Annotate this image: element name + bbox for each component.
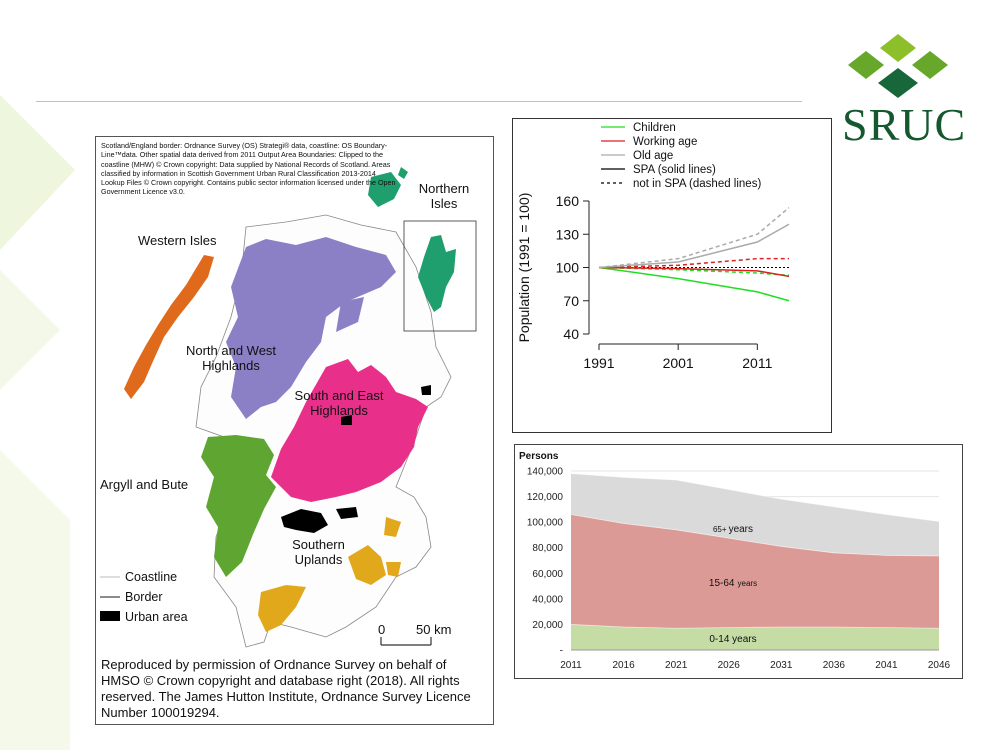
label-western-isles: Western Isles — [138, 233, 217, 248]
region-south-east-highlands — [271, 359, 428, 502]
header-divider — [36, 101, 802, 102]
line-chart-svg: Children Working age Old age SPA (solid lin… — [516, 122, 790, 371]
label-0-14-years: 0-14 years — [709, 634, 756, 645]
area-edge-0 — [570, 624, 940, 629]
y-tick-label-2: 100 — [556, 260, 580, 276]
legend-label-2: Old age — [633, 150, 673, 162]
logo-diamonds-icon — [848, 34, 948, 98]
northern-isles-inset — [403, 220, 477, 332]
x-tick-label-0: 1991 — [583, 355, 614, 371]
label-argyll-bute: Argyll and Bute — [100, 477, 189, 492]
x-tick-label-5: 2036 — [823, 660, 846, 671]
label-north-west-highlands: North and West Highlands — [185, 343, 277, 373]
region-western-isles — [124, 255, 214, 399]
y-tick-label-1: 70 — [563, 293, 579, 309]
map-legend: Coastline Border Urban area — [100, 567, 188, 627]
area-0 — [571, 624, 939, 650]
region-northern-isles — [418, 235, 456, 312]
legend-urban-area: Urban area — [125, 610, 188, 624]
y-tick-label-6: 120,000 — [527, 492, 564, 503]
urban-areas — [281, 509, 328, 533]
area-chart-title: Persons — [519, 451, 559, 462]
y-tick-label-5: 100,000 — [527, 518, 564, 529]
x-tick-label-6: 2041 — [875, 660, 898, 671]
y-tick-label-3: 130 — [556, 226, 580, 242]
legend-coastline: Coastline — [125, 570, 178, 584]
map-drawing — [100, 167, 477, 648]
population-projection-chart: Persons - 20,000 40,000 60,000 80,000 100,000 1… — [514, 444, 963, 679]
y-tick-label-0: 40 — [563, 326, 579, 342]
x-tick-label-2: 2011 — [742, 355, 772, 371]
series-line-2 — [598, 266, 790, 278]
y-tick-label-2: 40,000 — [532, 594, 563, 605]
area-1 — [571, 514, 939, 629]
label-south-east-highlands: South and East Highlands — [294, 388, 384, 418]
map-copyright-note: Scotland/England border: Ordnance Survey… — [101, 141, 396, 197]
x-tick-label-4: 2031 — [770, 660, 793, 671]
x-tick-label-3: 2026 — [718, 660, 741, 671]
x-tick-label-2: 2021 — [665, 660, 688, 671]
legend-border: Border — [125, 590, 163, 604]
region-north-west-highlands — [226, 237, 396, 419]
x-tick-label-7: 2046 — [928, 660, 951, 671]
y-tick-label-7: 140,000 — [527, 467, 564, 478]
y-tick-label-4: 160 — [556, 193, 580, 209]
population-index-chart: Children Working age Old age SPA (solid lin… — [512, 118, 832, 433]
legend-label-1: Working age — [633, 136, 697, 148]
logo-text: SRUC — [842, 99, 967, 150]
map-footer: Reproduced by permission of Ordnance Sur… — [101, 657, 471, 720]
region-southern-uplands — [348, 545, 386, 585]
area-edge-1 — [570, 514, 940, 557]
scotland-region-map: Scotland/England border: Ordnance Survey… — [95, 136, 494, 725]
y-tick-label-3: 60,000 — [532, 569, 563, 580]
x-tick-label-1: 2001 — [663, 355, 694, 371]
series-line-5 — [598, 207, 790, 269]
y-tick-label-4: 80,000 — [532, 543, 563, 554]
label-southern-uplands: Southern Uplands — [292, 537, 345, 567]
series-line-0 — [598, 266, 790, 302]
area-chart-svg: Persons - 20,000 40,000 60,000 80,000 100,000 1… — [519, 451, 951, 671]
y-axis-label: Population (1991 = 100) — [516, 193, 532, 343]
x-tick-label-0: 2011 — [560, 660, 582, 671]
scale-label-zero: 0 — [378, 622, 386, 637]
area-edge-2 — [570, 473, 940, 522]
label-65-plus-years: 65+ years — [713, 524, 753, 535]
scale-label-fifty: 50 km — [416, 622, 452, 637]
y-tick-label-0: - — [560, 646, 563, 657]
area-2 — [571, 473, 939, 557]
x-tick-label-1: 2016 — [612, 660, 635, 671]
sruc-logo[interactable]: SRUC — [836, 34, 967, 154]
legend-label-0: Children — [633, 122, 676, 134]
series-line-4 — [598, 223, 790, 269]
y-tick-label-1: 20,000 — [532, 620, 563, 631]
region-argyll-bute — [201, 435, 276, 577]
legend-label-3: SPA (solid lines) — [633, 164, 716, 176]
legend-label-4: not in SPA (dashed lines) — [633, 178, 761, 190]
label-northern-isles: Northern Isles — [418, 181, 470, 211]
label-15-64-years: 15-64 years — [709, 578, 757, 589]
